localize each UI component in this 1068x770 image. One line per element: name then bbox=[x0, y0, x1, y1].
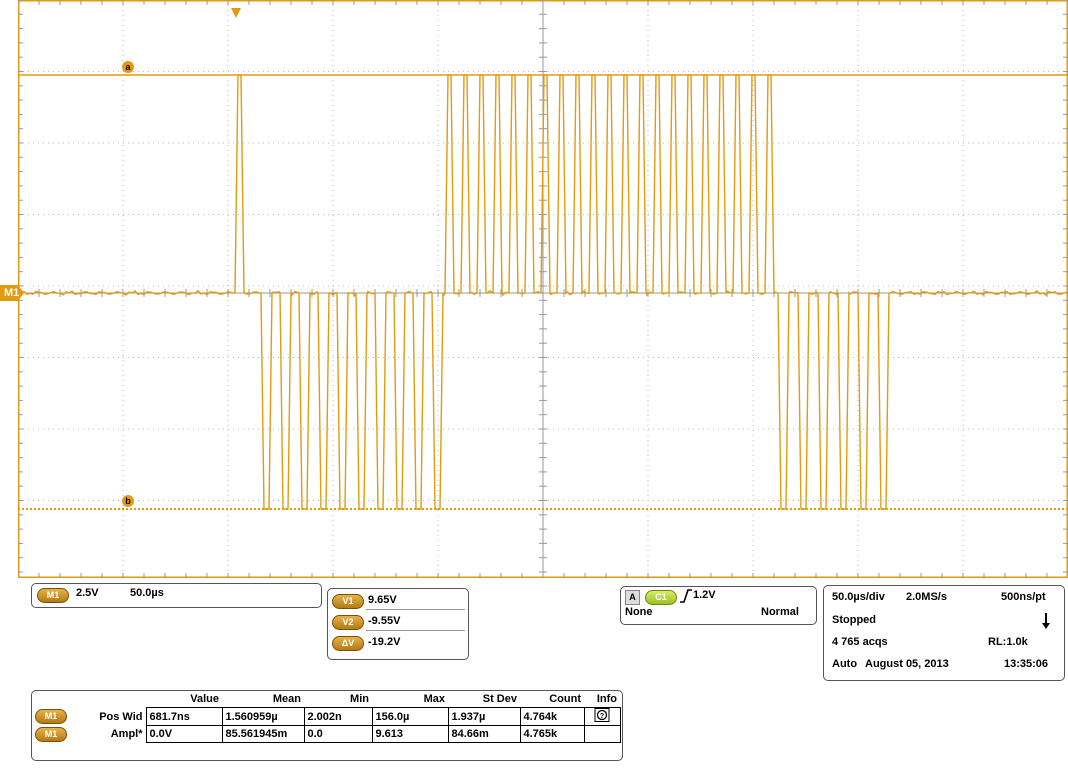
meas-count: 4.764k bbox=[519, 707, 585, 726]
col-min: Min bbox=[350, 693, 369, 705]
table-row[interactable]: M1 Pos Wid 681.7ns 1.560959µ 2.002n 156.… bbox=[32, 707, 621, 726]
col-count: Count bbox=[549, 693, 581, 705]
acq-time-div: 50.0µs/div bbox=[832, 591, 885, 603]
rising-edge-icon bbox=[679, 588, 693, 609]
meas-stdev: 1.937µ bbox=[447, 707, 521, 726]
info-cell-empty bbox=[583, 725, 621, 743]
trigger-mode: Normal bbox=[761, 606, 799, 618]
cursor-readout-box: V1 9.65V V2 -9.55V ΔV -19.2V bbox=[327, 588, 469, 660]
meas-max: 156.0µ bbox=[371, 707, 449, 726]
acq-record-length: RL:1.0k bbox=[988, 636, 1028, 648]
col-info: Info bbox=[596, 693, 617, 705]
cursor-v2-value: -9.55V bbox=[366, 613, 465, 631]
trigger-box[interactable]: A C1 1.2V None Normal bbox=[620, 586, 817, 625]
channel-settings-box[interactable]: M1 2.5V 50.0µs bbox=[31, 583, 322, 608]
measurement-table: Value Mean Min Max St Dev Count Info M1 … bbox=[32, 691, 621, 743]
cursor-delta-row: ΔV -19.2V bbox=[328, 634, 468, 652]
info-icon[interactable]: ? bbox=[583, 707, 621, 726]
cursor-v1-row: V1 9.65V bbox=[328, 592, 468, 610]
acq-mode: Auto bbox=[832, 658, 858, 670]
cursor-v2-pill[interactable]: V2 bbox=[332, 615, 364, 630]
cursor-delta-value: -19.2V bbox=[368, 636, 401, 648]
acq-date: August 05, 2013 bbox=[865, 658, 949, 670]
meas-value: 681.7ns bbox=[145, 707, 223, 726]
measurement-header-row: Value Mean Min Max St Dev Count Info bbox=[32, 691, 620, 708]
cursor-delta-pill[interactable]: ΔV bbox=[332, 636, 364, 651]
meas-name: Ampl* bbox=[110, 728, 143, 740]
cursor-v1-pill[interactable]: V1 bbox=[332, 594, 364, 609]
meas-channel-pill[interactable]: M1 bbox=[35, 726, 67, 742]
trigger-level: 1.2V bbox=[693, 589, 716, 601]
cursor-v2-row: V2 -9.55V bbox=[328, 613, 468, 631]
acquisition-box[interactable]: 50.0µs/div 2.0MS/s 500ns/pt Stopped 4 76… bbox=[823, 585, 1065, 681]
col-stdev: St Dev bbox=[482, 693, 517, 705]
cursor-v1-value: 9.65V bbox=[366, 592, 465, 610]
meas-value: 0.0V bbox=[145, 725, 223, 743]
acq-resolution: 500ns/pt bbox=[1001, 591, 1046, 603]
trigger-source-tag: A bbox=[625, 590, 640, 605]
col-max: Max bbox=[423, 693, 445, 705]
meas-max: 9.613 bbox=[371, 725, 449, 743]
meas-channel-pill[interactable]: M1 bbox=[35, 709, 67, 724]
trigger-coupling: None bbox=[625, 606, 653, 618]
table-row[interactable]: M1 Ampl* 0.0V 85.561945m 0.0 9.613 84.66… bbox=[32, 725, 621, 743]
cursor-a-label[interactable]: a bbox=[122, 61, 134, 73]
meas-stdev: 84.66m bbox=[447, 725, 521, 743]
meas-count: 4.765k bbox=[519, 725, 585, 743]
acq-count: 4 765 acqs bbox=[832, 636, 888, 648]
acq-time: 13:35:06 bbox=[1004, 658, 1049, 670]
meas-min: 0.0 bbox=[303, 725, 373, 743]
waveform-display[interactable] bbox=[18, 0, 1068, 578]
col-mean: Mean bbox=[272, 693, 301, 705]
acq-sample-rate: 2.0MS/s bbox=[906, 591, 947, 603]
graticule bbox=[18, 0, 1068, 578]
meas-min: 2.002n bbox=[303, 707, 373, 726]
col-value: Value bbox=[190, 693, 219, 705]
acq-state: Stopped bbox=[832, 614, 876, 626]
volts-per-div: 2.5V bbox=[76, 587, 99, 599]
meas-mean: 85.561945m bbox=[221, 725, 305, 743]
m1-ground-marker[interactable]: M1 bbox=[0, 285, 24, 301]
meas-name: Pos Wid bbox=[99, 710, 143, 723]
cursor-b-label[interactable]: b bbox=[122, 495, 134, 507]
trigger-position-marker bbox=[231, 8, 241, 18]
waveform-trace bbox=[18, 74, 1068, 510]
time-per-div: 50.0µs bbox=[130, 587, 164, 599]
channel-pill[interactable]: M1 bbox=[37, 588, 69, 603]
stop-indicator-icon bbox=[1041, 612, 1051, 635]
svg-text:?: ? bbox=[600, 713, 604, 720]
trigger-channel-pill[interactable]: C1 bbox=[645, 590, 677, 605]
meas-mean: 1.560959µ bbox=[221, 707, 305, 726]
